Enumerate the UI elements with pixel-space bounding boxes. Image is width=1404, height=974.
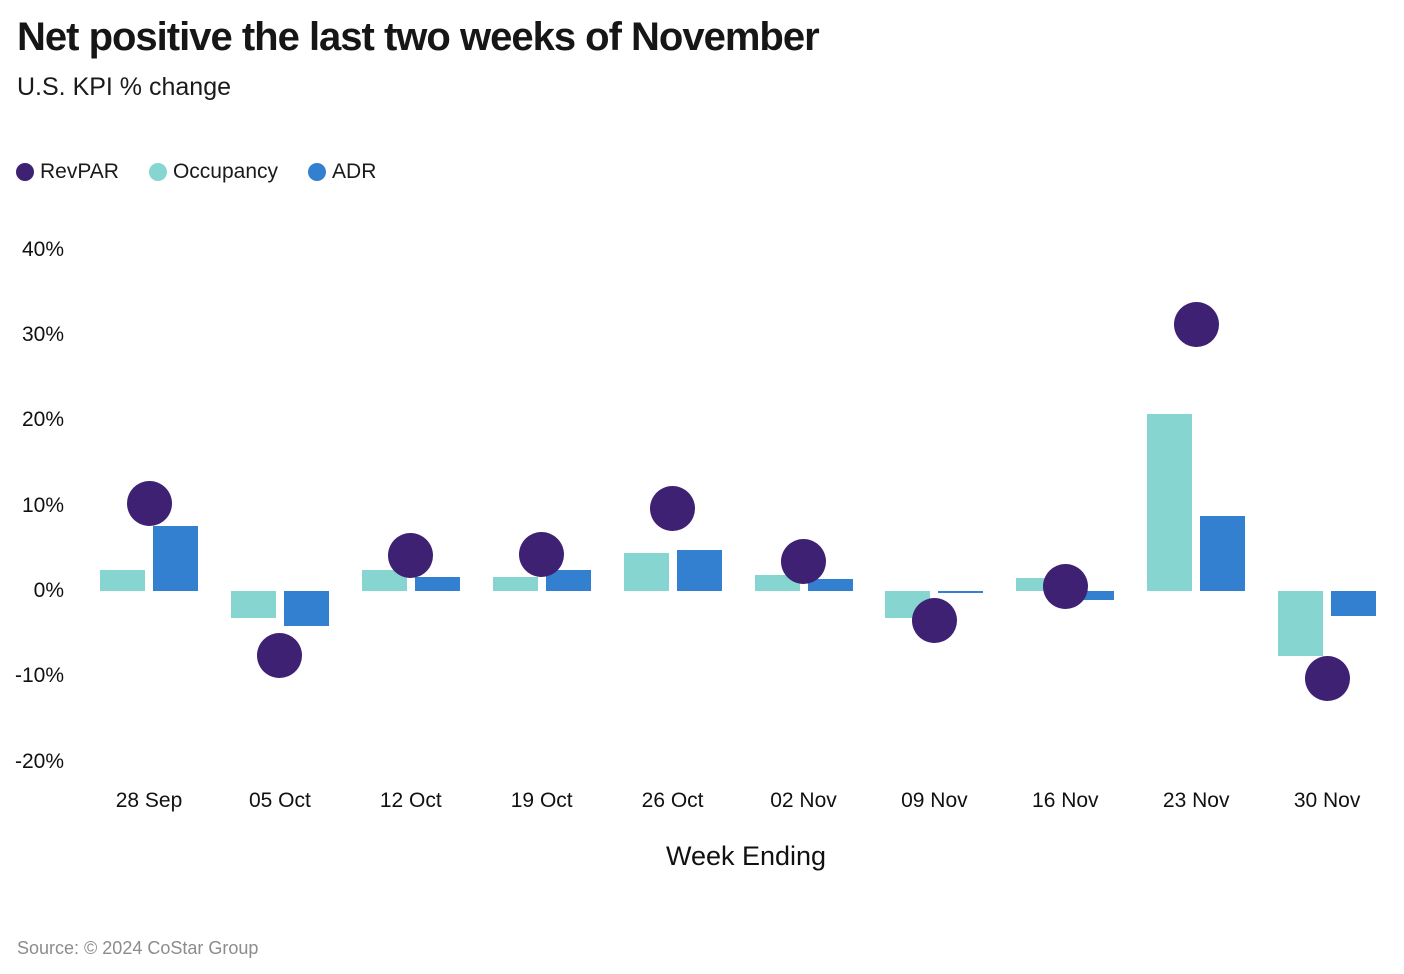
bar-occupancy-19-oct xyxy=(492,577,538,591)
y-tick--10: -10% xyxy=(14,664,64,688)
marker-revpar-23-nov xyxy=(1173,302,1219,348)
x-tick-23-nov: 23 Nov xyxy=(1162,789,1230,812)
bar-occupancy-30-nov xyxy=(1278,591,1324,656)
adr-legend-dot-icon xyxy=(308,163,327,181)
x-tick-12-oct: 12 Oct xyxy=(379,789,442,812)
y-tick-20: 20% xyxy=(21,408,64,432)
marker-revpar-26-oct xyxy=(650,485,696,531)
x-tick-28-sep: 28 Sep xyxy=(115,789,183,812)
marker-revpar-28-sep xyxy=(126,480,172,526)
x-tick-02-nov: 02 Nov xyxy=(770,789,837,812)
x-axis-title: Week Ending xyxy=(665,841,827,871)
chart-subtitle: U.S. KPI % change xyxy=(17,73,232,101)
y-tick-40: 40% xyxy=(21,237,64,261)
bar-adr-09-nov xyxy=(938,591,984,593)
marker-revpar-30-nov xyxy=(1304,656,1350,702)
legend-item-adr: ADR xyxy=(308,160,376,184)
y-tick-30: 30% xyxy=(21,323,64,346)
x-tick-16-nov: 16 Nov xyxy=(1032,789,1099,812)
legend-item-occupancy: Occupancy xyxy=(148,160,279,184)
bar-occupancy-05-oct xyxy=(230,591,276,619)
bar-adr-12-oct xyxy=(414,577,460,591)
bar-adr-23-nov xyxy=(1200,515,1246,591)
x-tick-26-oct: 26 Oct xyxy=(641,789,704,812)
marker-revpar-16-nov xyxy=(1042,564,1088,610)
chart-title: Net positive the last two weeks of Novem… xyxy=(17,15,820,59)
marker-revpar-02-nov xyxy=(781,539,826,585)
bar-adr-05-oct xyxy=(283,591,329,626)
bar-occupancy-12-oct xyxy=(361,569,407,591)
revpar-legend-dot-icon xyxy=(16,163,34,181)
bar-adr-30-nov xyxy=(1331,591,1377,616)
marker-revpar-09-nov xyxy=(911,597,957,643)
y-tick-0: 0% xyxy=(33,579,64,602)
bar-occupancy-26-oct xyxy=(623,552,669,591)
y-tick-10: 10% xyxy=(21,493,64,517)
legend-item-revpar: RevPAR xyxy=(16,160,119,184)
legend-label-occupancy: Occupancy xyxy=(172,160,279,183)
source-credit: Source: © 2024 CoStar Group xyxy=(17,938,259,958)
occupancy-legend-dot-icon xyxy=(148,163,167,181)
legend-label-adr: ADR xyxy=(332,160,377,183)
y-tick--20: -20% xyxy=(14,749,64,773)
legend: RevPAR Occupancy ADR xyxy=(16,160,376,184)
bar-adr-16-nov xyxy=(1069,591,1115,600)
bar-adr-02-nov xyxy=(807,579,853,591)
x-tick-05-oct: 05 Oct xyxy=(248,789,311,812)
legend-label-revpar: RevPAR xyxy=(40,160,119,183)
bar-adr-28-sep xyxy=(153,526,198,591)
marker-revpar-05-oct xyxy=(257,633,303,679)
bar-occupancy-23-nov xyxy=(1147,414,1193,591)
bar-adr-19-oct xyxy=(545,569,591,591)
x-tick-30-nov: 30 Nov xyxy=(1293,789,1361,812)
x-tick-19-oct: 19 Oct xyxy=(510,789,573,812)
bar-adr-26-oct xyxy=(676,550,722,591)
marker-revpar-12-oct xyxy=(388,532,434,578)
bar-occupancy-28-sep xyxy=(100,569,145,591)
marker-revpar-19-oct xyxy=(519,531,565,577)
x-tick-09-nov: 09 Nov xyxy=(901,789,968,812)
